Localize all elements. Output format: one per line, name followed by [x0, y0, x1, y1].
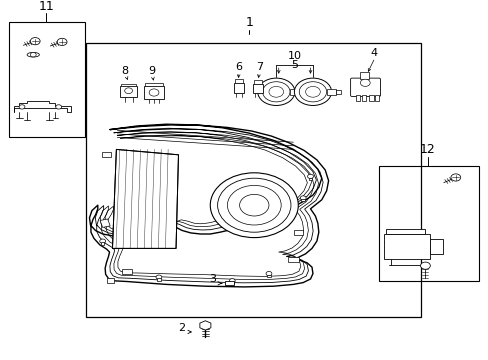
Bar — [299, 90, 304, 94]
Circle shape — [30, 37, 40, 45]
Bar — [429, 239, 442, 254]
Circle shape — [299, 82, 326, 102]
Bar — [157, 279, 161, 281]
Bar — [254, 80, 262, 84]
Circle shape — [56, 105, 61, 109]
Bar — [230, 282, 234, 284]
Circle shape — [265, 271, 271, 276]
Bar — [336, 90, 341, 94]
Bar — [9, 22, 84, 137]
Polygon shape — [112, 149, 178, 248]
Bar — [361, 95, 366, 101]
Bar — [234, 79, 242, 83]
Bar — [355, 95, 359, 101]
Circle shape — [210, 173, 298, 238]
Polygon shape — [14, 101, 71, 112]
Circle shape — [305, 86, 320, 97]
Bar — [85, 43, 420, 317]
Circle shape — [57, 38, 67, 45]
Bar — [301, 199, 305, 202]
Text: 11: 11 — [39, 0, 54, 13]
Bar — [224, 281, 233, 285]
Bar — [122, 269, 132, 274]
Bar — [383, 234, 429, 259]
Circle shape — [307, 174, 313, 179]
Circle shape — [262, 82, 289, 102]
Bar — [293, 230, 302, 235]
Text: 9: 9 — [148, 66, 155, 76]
Bar — [101, 243, 104, 245]
Text: 5: 5 — [290, 60, 298, 70]
Circle shape — [257, 78, 294, 105]
Bar — [253, 84, 263, 93]
Circle shape — [124, 88, 132, 94]
Bar — [326, 89, 336, 95]
Text: 7: 7 — [255, 62, 262, 72]
Circle shape — [450, 174, 460, 181]
Bar — [121, 84, 136, 86]
Bar — [144, 86, 163, 99]
Bar — [368, 95, 373, 101]
Circle shape — [217, 178, 290, 232]
Bar — [120, 86, 137, 97]
Circle shape — [294, 78, 331, 105]
Bar — [287, 257, 298, 262]
Ellipse shape — [27, 53, 39, 57]
Circle shape — [360, 79, 369, 86]
Circle shape — [268, 86, 283, 97]
Text: 6: 6 — [235, 62, 242, 72]
Text: 10: 10 — [287, 51, 301, 61]
Circle shape — [149, 89, 159, 96]
Circle shape — [229, 279, 235, 283]
Bar — [102, 152, 111, 157]
Bar — [360, 72, 368, 79]
Bar — [266, 275, 270, 277]
Bar — [386, 229, 425, 234]
FancyBboxPatch shape — [350, 78, 380, 96]
Text: 8: 8 — [122, 66, 128, 76]
Circle shape — [19, 105, 25, 109]
Bar — [145, 83, 163, 86]
Text: 12: 12 — [419, 143, 435, 156]
Circle shape — [239, 194, 268, 216]
Bar — [289, 89, 299, 95]
Circle shape — [156, 275, 162, 279]
Circle shape — [30, 53, 36, 57]
Circle shape — [100, 239, 105, 243]
Text: 1: 1 — [245, 16, 253, 29]
Circle shape — [300, 196, 305, 200]
Circle shape — [227, 185, 281, 225]
Polygon shape — [100, 219, 110, 228]
Text: 2: 2 — [178, 323, 185, 333]
Text: 4: 4 — [370, 48, 377, 58]
Bar — [374, 95, 379, 101]
Bar — [378, 166, 478, 281]
Text: 3: 3 — [209, 274, 216, 284]
Bar — [233, 83, 243, 93]
Circle shape — [420, 262, 429, 269]
Bar — [106, 278, 114, 283]
Bar — [308, 178, 312, 180]
